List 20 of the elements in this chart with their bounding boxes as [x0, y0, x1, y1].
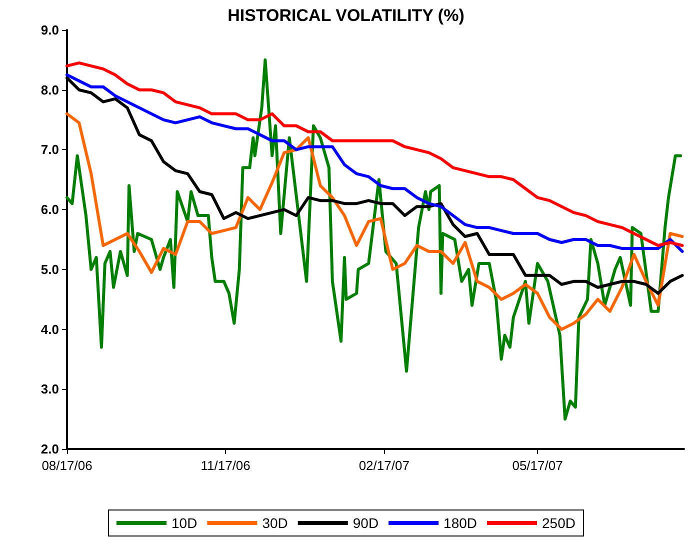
x-tick-label: 02/17/07 [358, 458, 410, 473]
x-tick-label: 08/17/06 [42, 458, 92, 473]
y-tick-label: 2.0 [40, 442, 59, 456]
legend-label: 250D [542, 515, 576, 531]
x-tick-label: 11/17/06 [200, 458, 250, 473]
y-tick-label: 5.0 [40, 262, 59, 277]
y-tick-label: 8.0 [40, 82, 59, 98]
y-tick-label: 4.0 [40, 322, 59, 337]
y-tick-label: 9.0 [40, 22, 59, 38]
x-tick-label: 05/17/07 [512, 458, 563, 473]
y-tick-label: 6.0 [40, 202, 59, 218]
legend-label: 180D [444, 515, 478, 531]
y-tick-label: 7.0 [40, 142, 59, 158]
chart-title: HISTORICAL VOLATILITY (%) [228, 6, 464, 25]
legend-label: 10D [172, 515, 198, 531]
legend-label: 90D [352, 515, 379, 531]
legend-label: 30D [262, 515, 288, 531]
line-series [66, 58, 682, 421]
line-series [66, 112, 684, 331]
y-tick-label: 3.0 [40, 382, 59, 397]
